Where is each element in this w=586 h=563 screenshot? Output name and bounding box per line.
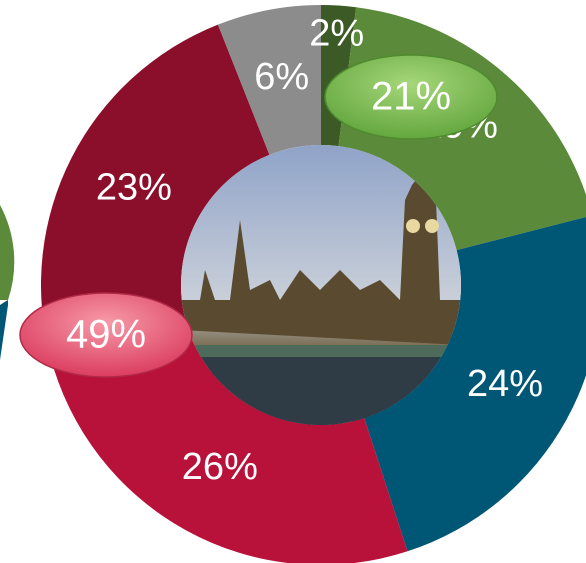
value-label: 6% — [254, 56, 309, 98]
value-label: 24% — [467, 363, 543, 405]
annotation: 21% — [371, 75, 451, 119]
value-label: 26% — [182, 446, 258, 488]
chart: 2%19%24%26%23%6%21%49% — [0, 0, 586, 563]
value-label: 23% — [96, 167, 172, 209]
annotation: 49% — [66, 313, 146, 357]
value-label: 2% — [309, 13, 364, 55]
decor — [0, 300, 8, 360]
decor — [0, 205, 14, 300]
